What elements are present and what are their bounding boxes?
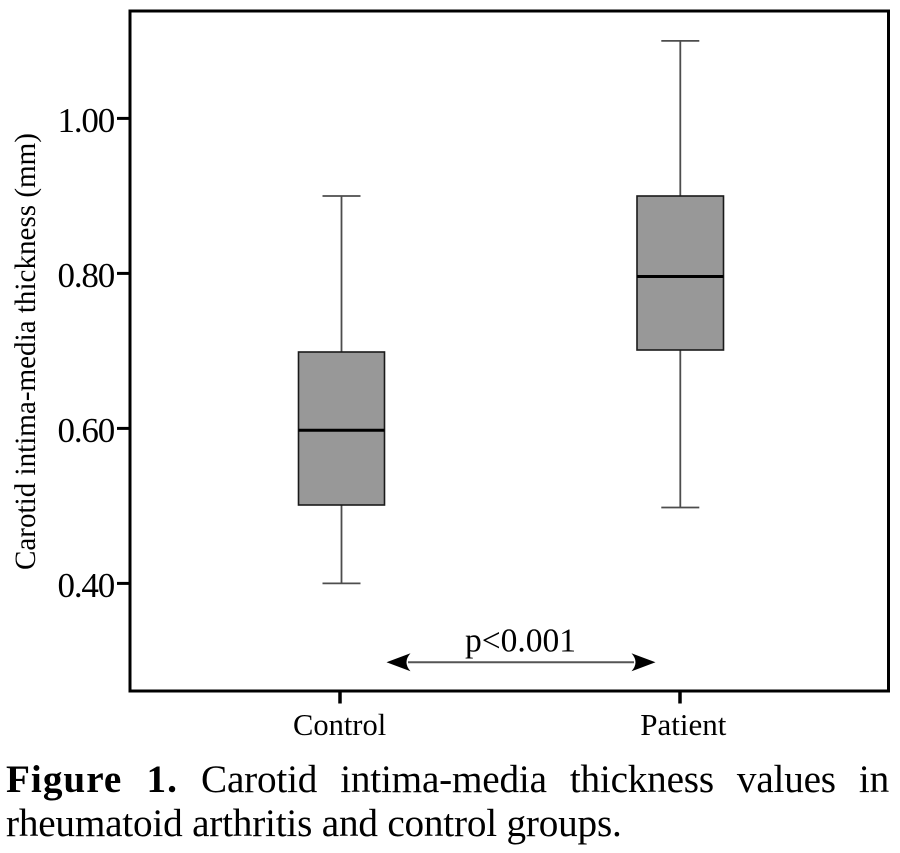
svg-text:Patient: Patient — [640, 707, 726, 742]
svg-text:1.00: 1.00 — [58, 101, 115, 140]
svg-text:p<0.001: p<0.001 — [465, 623, 576, 660]
svg-text:0.60: 0.60 — [58, 411, 115, 450]
svg-text:Carotid intima-media thickness: Carotid intima-media thickness (mm) — [10, 133, 42, 570]
svg-text:0.40: 0.40 — [58, 566, 115, 605]
svg-text:0.80: 0.80 — [58, 256, 115, 295]
svg-text:Control: Control — [293, 708, 386, 742]
